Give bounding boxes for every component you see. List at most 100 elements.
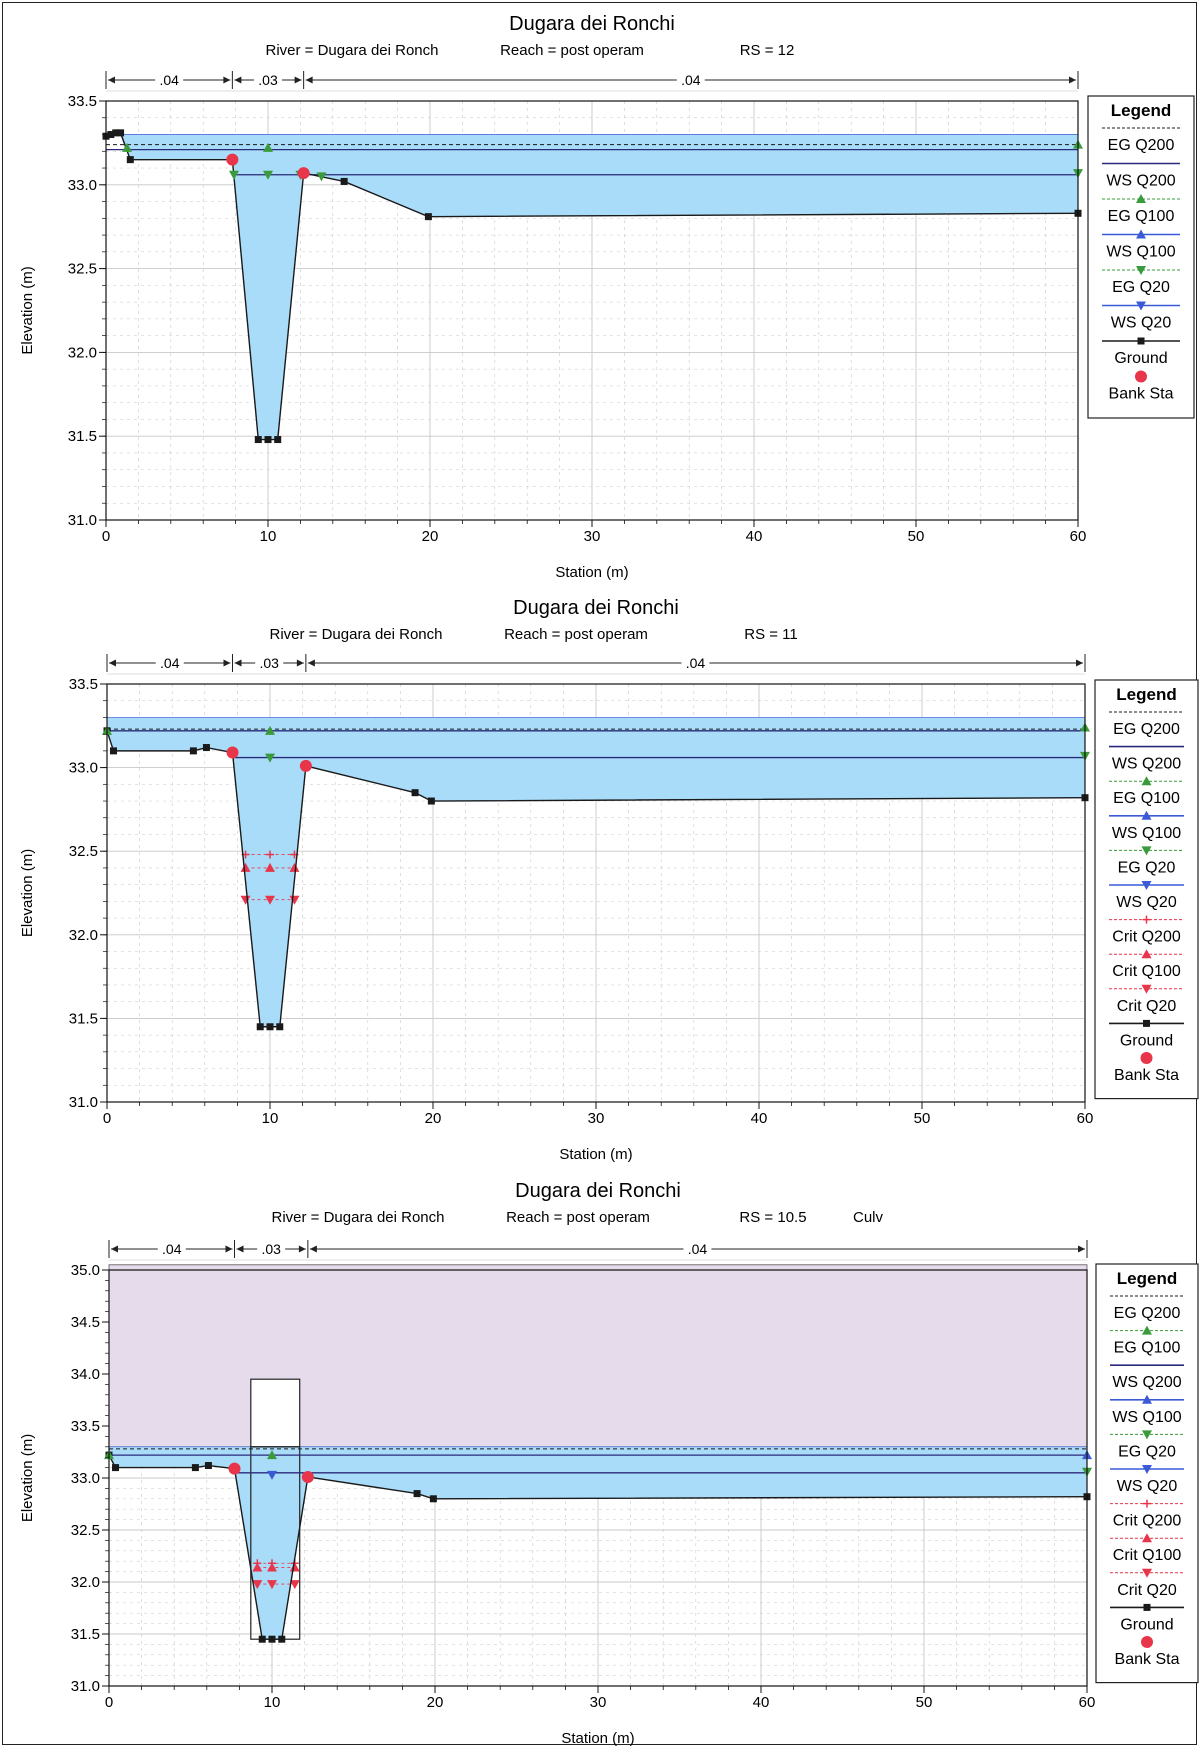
- legend-title: Legend: [1111, 101, 1171, 120]
- ground-point: [340, 177, 348, 185]
- legend-item-label: Bank Sta: [1115, 1651, 1180, 1668]
- ground-point: [256, 1023, 264, 1031]
- manning-label: .03: [259, 655, 279, 671]
- manning-label-bg: [681, 656, 710, 670]
- legend-item-label: EG Q100: [1108, 208, 1175, 225]
- bracket-arrow-right: [223, 659, 231, 667]
- y-tick-label: 32.0: [68, 344, 97, 361]
- legend: Legend EG Q200 EG Q100 WS Q200 WS Q100 EG Q20…: [1095, 1263, 1199, 1684]
- y-tick-label: 33.5: [71, 1418, 100, 1435]
- y-tick-label: 31.5: [71, 1626, 100, 1643]
- y-tick-label: 33.0: [68, 177, 97, 194]
- legend-item-label: Bank Sta: [1109, 386, 1174, 403]
- y-axis-label: Elevation (m): [19, 849, 36, 937]
- series-marker: [263, 142, 273, 152]
- chart-panel-1: Dugara dei Ronchi River = Dugara dei Ronc…: [19, 13, 1195, 581]
- legend: Legend EG Q200 WS Q200 EG Q100 WS Q100 EG Q20…: [1087, 95, 1195, 419]
- x-tick-label: 50: [908, 528, 925, 545]
- bank-station: [297, 167, 310, 180]
- y-tick-label: 34.5: [71, 1314, 100, 1331]
- legend-item-label: Crit Q20: [1117, 998, 1177, 1015]
- x-tick-label: 20: [422, 528, 439, 545]
- legend-marker: [1142, 1568, 1152, 1578]
- ground-point: [278, 1635, 286, 1643]
- x-tick-label: 10: [260, 528, 277, 545]
- ground-point: [264, 436, 272, 444]
- ground-point: [117, 129, 125, 137]
- y-tick-label: 31.0: [71, 1678, 100, 1695]
- bracket-arrow-left: [234, 76, 242, 84]
- legend-title: Legend: [1116, 685, 1176, 704]
- series-marker: [122, 142, 133, 152]
- legend-item-label: EG Q200: [1108, 137, 1175, 154]
- series-marker: [265, 725, 275, 735]
- x-tick-label: 0: [103, 1110, 111, 1127]
- y-tick-label: 31.0: [69, 1094, 98, 1111]
- x-tick-label: 30: [584, 528, 601, 545]
- legend-item-label: Ground: [1120, 1616, 1173, 1633]
- manning-label: .03: [261, 1241, 281, 1257]
- x-tick-label: 50: [914, 1110, 931, 1127]
- chart-title: Dugara dei Ronchi: [509, 13, 675, 35]
- x-tick-label: 20: [427, 1694, 444, 1711]
- subtitle-river: River = Dugara dei Ronch: [271, 1209, 444, 1226]
- manning-label-bg: [255, 656, 284, 670]
- legend-marker: [1142, 1465, 1152, 1474]
- legend-marker: [1137, 337, 1145, 345]
- x-tick-label: 0: [105, 1694, 113, 1711]
- ground-point: [429, 1495, 437, 1503]
- legend-item-label: WS Q200: [1112, 756, 1181, 773]
- legend-item-label: EG Q100: [1114, 1340, 1181, 1357]
- ground-point: [107, 131, 115, 139]
- ground-point: [254, 436, 262, 444]
- legend-marker: [1142, 1533, 1152, 1543]
- y-tick-label: 32.5: [71, 1522, 100, 1539]
- ground-point: [424, 213, 432, 221]
- manning-label: .04: [686, 655, 706, 671]
- bracket-arrow-right: [294, 76, 302, 84]
- legend-item-label: EG Q100: [1113, 790, 1180, 807]
- manning-label: .03: [258, 72, 278, 88]
- legend-item-label: Crit Q20: [1117, 1582, 1177, 1599]
- legend-marker: [1142, 1430, 1152, 1440]
- bracket-arrow-left: [236, 1245, 244, 1253]
- manning-label-bg: [155, 73, 184, 87]
- subtitle-reach: Reach = post operam: [500, 42, 644, 59]
- subtitle-river: River = Dugara dei Ronch: [265, 42, 438, 59]
- chart-panel-2: Dugara dei Ronchi River = Dugara dei Ronc…: [19, 597, 1199, 1163]
- legend-marker: [1136, 194, 1146, 203]
- legend-marker: [1143, 1019, 1150, 1027]
- x-tick-label: 10: [264, 1694, 281, 1711]
- legend-item-label: WS Q100: [1112, 825, 1181, 842]
- legend-marker: [1143, 1603, 1151, 1611]
- legend-item-label: Bank Sta: [1114, 1067, 1179, 1084]
- ground-point: [126, 156, 134, 164]
- bank-station: [226, 153, 239, 166]
- ground-point: [110, 747, 118, 755]
- manning-label: .04: [160, 655, 180, 671]
- legend-item-label: Ground: [1114, 350, 1167, 367]
- x-tick-label: 40: [753, 1694, 770, 1711]
- bank-station: [299, 759, 312, 772]
- legend-marker: [1136, 229, 1146, 239]
- ground-point: [274, 436, 282, 444]
- subtitle-river: River = Dugara dei Ronch: [269, 626, 442, 643]
- x-tick-label: 30: [590, 1694, 607, 1711]
- x-tick-label: 0: [102, 528, 110, 545]
- crit-marker: [289, 1580, 300, 1590]
- chart-title: Dugara dei Ronchi: [515, 1180, 681, 1202]
- manning-bracket: .04 .03 .04: [108, 1240, 1088, 1258]
- crit-marker: [265, 895, 275, 905]
- manning-label-bg: [676, 73, 705, 87]
- ground-point: [112, 129, 120, 137]
- legend-marker: [1141, 984, 1152, 994]
- legend-item-label: WS Q200: [1106, 173, 1175, 190]
- manning-label: .04: [688, 1241, 708, 1257]
- x-tick-label: 60: [1079, 1694, 1096, 1711]
- legend-item-label: WS Q200: [1112, 1374, 1181, 1391]
- y-tick-label: 31.0: [68, 512, 97, 529]
- legend-marker: [1141, 949, 1152, 959]
- x-tick-label: 40: [751, 1110, 768, 1127]
- legend-marker: [1141, 810, 1152, 820]
